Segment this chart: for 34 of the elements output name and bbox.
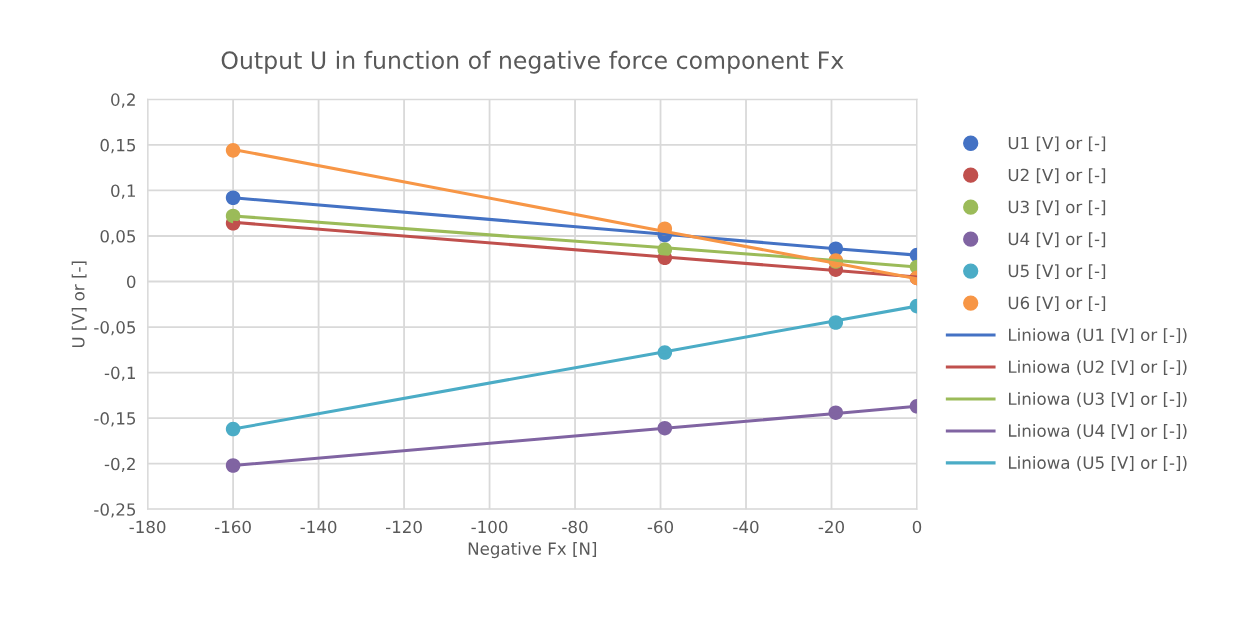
x-tick-label: -100 [471,520,508,534]
legend-label: U2 [V] or [-] [1008,168,1106,184]
legend-label: U4 [V] or [-] [1008,232,1106,248]
x-axis-title: Negative Fx [N] [468,542,597,559]
chart-title: Output U in function of negative force component Fx [221,50,844,74]
y-tick-label: -0,15 [94,412,136,427]
legend-label: Liniowa (U2 [V] or [-]) [1009,360,1187,376]
x-tick-label: -160 [215,520,251,534]
legend-label: U3 [V] or [-] [1008,200,1106,216]
x-tick-label: -140 [300,520,337,534]
y-tick-label: -0,2 [104,457,135,472]
y-axis-title: U [V] or [-] [71,261,87,348]
x-tick-label: -120 [385,520,422,534]
legend-label: Liniowa (U4 [V] or [-]) [1009,424,1187,439]
x-tick-label: -80 [562,520,588,534]
y-tick-label: 0,05 [100,229,136,245]
legend-label: Liniowa (U1 [V] or [-]) [1009,328,1187,344]
x-tick-label: 0 [912,520,922,534]
y-tick-label: -0,05 [94,321,136,336]
legend-label: U5 [V] or [-] [1008,264,1106,280]
x-tick-label: -20 [818,520,844,534]
legend-label: Liniowa (U5 [V] or [-]) [1009,456,1187,471]
x-tick-label: -60 [647,520,674,534]
y-tick-label: -0,25 [94,503,136,518]
legend-label: U1 [V] or [-] [1008,136,1106,152]
x-tick-label: -180 [129,520,166,534]
legend-label: Liniowa (U3 [V] or [-]) [1009,392,1187,407]
y-tick-label: 0 [127,275,136,289]
y-tick-label: 0,1 [111,184,135,199]
y-tick-label: 0,15 [100,138,136,154]
legend-label: U6 [V] or [-] [1008,296,1106,312]
y-tick-label: -0,1 [104,366,135,381]
y-tick-label: 0,2 [111,93,135,108]
x-tick-label: -40 [733,520,759,534]
